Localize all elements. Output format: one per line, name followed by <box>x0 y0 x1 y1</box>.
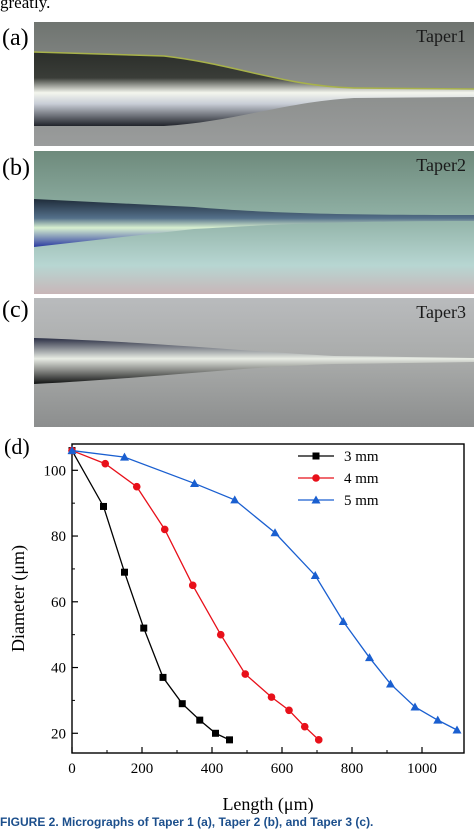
data-point <box>140 624 148 632</box>
taper2-label: Taper2 <box>416 155 466 175</box>
x-tick-label: 800 <box>341 761 364 777</box>
taper3-label: Taper3 <box>416 302 466 322</box>
panel-label-d: (d) <box>4 434 30 459</box>
data-point <box>160 525 169 534</box>
figure-caption: FIGURE 2. Micrographs of Taper 1 (a), Ta… <box>0 815 374 829</box>
data-point <box>230 495 240 504</box>
data-point <box>67 446 77 455</box>
data-point <box>100 502 107 510</box>
data-point <box>433 715 443 724</box>
plot-frame <box>71 443 465 754</box>
preceding-text-fragment: greatly. <box>0 0 51 12</box>
y-tick-label: 100 <box>44 463 67 479</box>
panel-label-a: (a) <box>2 25 29 51</box>
legend-marker-3 <box>311 495 321 504</box>
y-axis-label: Diameter (μm) <box>8 545 29 652</box>
data-point <box>101 459 110 468</box>
data-point <box>300 722 309 731</box>
data-point <box>120 452 129 461</box>
data-point <box>121 568 128 576</box>
series-line-3 <box>71 449 458 731</box>
data-point <box>216 630 225 639</box>
data-point <box>132 482 141 491</box>
micrograph-taper2: Taper2 <box>34 151 474 294</box>
data-point <box>188 581 197 590</box>
legend-label-2: 4 mm <box>344 471 379 487</box>
diameter-length-chart: (d) 0 200 400 600 800 1000 20 40 60 80 100 Length (… <box>0 428 474 820</box>
series-line-2 <box>71 449 320 741</box>
data-point <box>267 693 276 701</box>
data-point <box>159 673 167 681</box>
x-tick-label: 600 <box>271 761 294 777</box>
data-point <box>314 736 323 744</box>
taper1-label: Taper1 <box>416 26 466 46</box>
y-tick-label: 40 <box>51 661 66 677</box>
micrograph-taper3: Taper3 <box>34 298 474 427</box>
legend-label-3: 5 mm <box>344 493 379 509</box>
micrograph-taper1: Taper1 <box>34 22 474 146</box>
series-line-1 <box>71 450 230 741</box>
panel-label-b: (b) <box>2 155 30 181</box>
panel-label-c: (c) <box>2 297 29 323</box>
y-tick-label: 20 <box>51 726 66 742</box>
x-tick-label: 400 <box>201 761 224 777</box>
y-tick-label: 60 <box>51 595 66 611</box>
legend-marker-1 <box>312 452 320 460</box>
data-point <box>285 706 293 715</box>
data-point <box>212 729 219 737</box>
data-point <box>452 725 462 734</box>
data-point <box>338 617 348 626</box>
legend-label-1: 3 mm <box>344 449 379 465</box>
data-point <box>226 736 233 744</box>
data-point <box>190 478 199 487</box>
data-point <box>386 679 395 688</box>
data-point <box>365 653 374 662</box>
data-point <box>310 570 320 579</box>
x-tick-label: 200 <box>131 761 154 777</box>
chart-svg: (d) 0 200 400 600 800 1000 20 40 60 80 100 Length (… <box>4 434 465 815</box>
y-tick-label: 80 <box>51 529 66 545</box>
data-point <box>270 528 280 537</box>
data-point <box>178 700 186 708</box>
data-point <box>241 670 250 678</box>
legend-marker-2 <box>312 474 320 482</box>
x-axis-label: Length (μm) <box>222 794 313 815</box>
x-tick-label: 0 <box>68 761 76 777</box>
data-point <box>196 716 204 724</box>
data-point <box>410 702 420 711</box>
x-tick-label: 1000 <box>407 761 437 777</box>
